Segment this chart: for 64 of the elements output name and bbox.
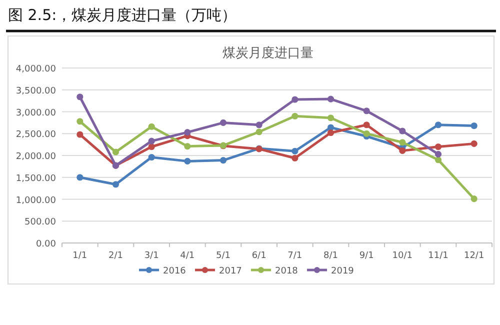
point — [363, 130, 370, 137]
title: 图 2.5:，煤炭月度进口量（万吨） — [8, 6, 237, 24]
point — [470, 122, 478, 130]
point — [292, 154, 298, 162]
legend-label: 2016 — [163, 266, 186, 276]
point — [184, 129, 191, 136]
point — [112, 181, 120, 188]
point — [76, 118, 84, 125]
x-tick-label: 2/1 — [108, 251, 123, 261]
x-tick-label: 11/1 — [428, 251, 448, 261]
y-tick-label: 0.00 — [36, 240, 56, 250]
point — [256, 122, 262, 128]
point — [399, 128, 406, 134]
y-tick-label: 2,000.00 — [16, 152, 56, 162]
point — [434, 122, 442, 128]
legend-label: 2019 — [331, 266, 354, 276]
point — [112, 148, 120, 156]
point — [434, 143, 442, 150]
point — [399, 147, 406, 154]
y-tick-label: 1,000.00 — [16, 196, 56, 206]
point — [184, 158, 191, 164]
x-tick-label: 12/1 — [464, 251, 484, 261]
chart-subtitle: 煤炭月度进口量 — [222, 45, 314, 61]
y-tick-label: 500.00 — [24, 218, 56, 228]
x-tick-label: 7/1 — [288, 251, 302, 261]
point — [76, 174, 84, 181]
x-tick-label: 3/1 — [144, 251, 159, 261]
point — [470, 140, 478, 147]
point — [220, 119, 227, 126]
point — [327, 96, 334, 102]
y-tick-label: 3,500.00 — [16, 86, 56, 96]
y-tick-label: 2,500.00 — [16, 130, 56, 140]
legend-label: 2018 — [275, 266, 298, 276]
y-tick-label: 1,500.00 — [16, 174, 56, 184]
y-tick-label: 4,000.00 — [16, 64, 56, 74]
point — [148, 154, 155, 161]
x-tick-label: 4/1 — [180, 251, 195, 261]
point — [220, 157, 227, 164]
point — [470, 196, 478, 202]
point — [327, 114, 334, 122]
x-tick-label: 1/1 — [72, 251, 88, 261]
point — [148, 143, 155, 150]
point — [363, 122, 370, 128]
point — [256, 128, 262, 136]
point — [184, 143, 191, 150]
y-tick-label: 3,000.00 — [16, 108, 56, 118]
point — [76, 94, 84, 100]
point — [363, 108, 370, 114]
point — [148, 138, 155, 144]
x-tick-label: 5/1 — [216, 251, 230, 261]
x-tick-label: 8/1 — [324, 251, 338, 261]
point — [434, 156, 442, 164]
legend-label: 2017 — [219, 266, 242, 276]
point — [292, 96, 298, 103]
point — [327, 129, 334, 136]
point — [292, 112, 298, 120]
x-tick-label: 9/1 — [359, 251, 374, 261]
point — [76, 131, 84, 138]
point — [292, 148, 298, 154]
x-tick-label: 10/1 — [392, 251, 413, 261]
point — [434, 150, 442, 158]
x-tick-label: 6/1 — [252, 251, 266, 261]
point — [148, 123, 155, 130]
point — [399, 139, 406, 146]
